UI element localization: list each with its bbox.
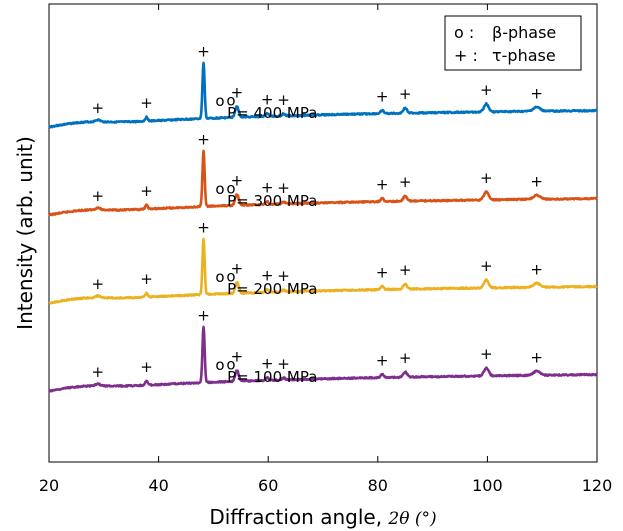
pressure-label: P= 400 MPa <box>227 104 317 122</box>
beta-peak-marker: o <box>226 356 235 374</box>
y-axis-label: Intensity (arb. unit) <box>13 136 37 330</box>
legend-label-beta: β-phase <box>492 23 556 42</box>
x-tick-label-40: 40 <box>148 476 168 495</box>
legend-symbol-tau: + : <box>454 46 478 65</box>
tau-peak-marker: + <box>231 259 244 277</box>
tau-peak-marker: + <box>399 85 412 103</box>
beta-peak-marker: o <box>226 92 235 110</box>
tau-peak-marker: + <box>261 354 274 372</box>
pressure-label: P= 200 MPa <box>227 280 317 298</box>
x-tick-label-100: 100 <box>472 476 503 495</box>
beta-peak-marker: o <box>215 356 224 374</box>
tau-peak-marker: + <box>140 358 153 376</box>
tau-peak-marker: + <box>277 91 290 109</box>
beta-peak-marker: o <box>226 180 235 198</box>
tau-peak-marker: + <box>530 84 543 102</box>
series-line-1 <box>48 237 598 305</box>
tau-peak-marker: + <box>197 219 210 237</box>
tau-peak-marker: + <box>480 169 493 187</box>
tau-peak-marker: + <box>261 266 274 284</box>
tau-peak-marker: + <box>91 275 104 293</box>
tau-peak-marker: + <box>140 270 153 288</box>
tau-peak-marker: + <box>231 347 244 365</box>
tau-peak-marker: + <box>376 176 389 194</box>
x-tick-label-80: 80 <box>368 476 388 495</box>
tau-peak-marker: + <box>376 264 389 282</box>
legend: o : β-phase + : τ-phase <box>444 15 582 71</box>
beta-peak-marker: o <box>215 92 224 110</box>
tau-peak-marker: + <box>91 363 104 381</box>
plot-frame <box>48 3 598 463</box>
legend-box <box>444 15 582 71</box>
tau-peak-marker: + <box>376 352 389 370</box>
x-tick-label-20: 20 <box>39 476 59 495</box>
tau-peak-marker: + <box>530 260 543 278</box>
beta-peak-marker: o <box>215 268 224 286</box>
series-line-2 <box>48 149 598 217</box>
pressure-label: P= 100 MPa <box>227 368 317 386</box>
tau-peak-marker: + <box>231 83 244 101</box>
tau-peak-marker: + <box>261 178 274 196</box>
tau-peak-marker: + <box>197 307 210 325</box>
tau-peak-marker: + <box>376 88 389 106</box>
tau-peak-marker: + <box>277 355 290 373</box>
tau-peak-marker: + <box>91 99 104 117</box>
tau-peak-marker: + <box>480 81 493 99</box>
x-tick-label-120: 120 <box>582 476 613 495</box>
series-line-3 <box>48 61 599 129</box>
tau-peak-marker: + <box>399 349 412 367</box>
x-tick-label-60: 60 <box>258 476 278 495</box>
tau-peak-marker: + <box>277 179 290 197</box>
tau-peak-marker: + <box>91 187 104 205</box>
tau-peak-marker: + <box>140 94 153 112</box>
pressure-label: P= 300 MPa <box>227 192 317 210</box>
tau-peak-marker: + <box>399 261 412 279</box>
tau-peak-marker: + <box>480 257 493 275</box>
tau-peak-marker: + <box>399 173 412 191</box>
series-line-0 <box>48 325 598 393</box>
tau-peak-marker: + <box>231 171 244 189</box>
x-axis-label: Diffraction angle, 2θ (°) <box>209 505 436 529</box>
x-axis-label-main: Diffraction angle, <box>209 505 382 529</box>
tau-peak-marker: + <box>530 172 543 190</box>
tau-peak-marker: + <box>261 90 274 108</box>
beta-peak-marker: o <box>215 180 224 198</box>
x-axis-ticks: 20 40 60 80 100 120 <box>39 4 612 495</box>
peak-marks-layer: P= 400 MPa+ +++ + + + + + +o oP= 300 MPa+ +++ + + + +… <box>91 43 543 386</box>
tau-peak-marker: + <box>197 131 210 149</box>
x-axis-label-math: 2θ (°) <box>387 509 436 529</box>
beta-peak-marker: o <box>226 268 235 286</box>
tau-peak-marker: + <box>277 267 290 285</box>
legend-symbol-beta: o : <box>454 23 474 42</box>
tau-peak-marker: + <box>197 43 210 61</box>
legend-label-tau: τ-phase <box>492 46 556 65</box>
tau-peak-marker: + <box>530 348 543 366</box>
series-layer <box>48 61 599 393</box>
tau-peak-marker: + <box>480 345 493 363</box>
tau-peak-marker: + <box>140 182 153 200</box>
